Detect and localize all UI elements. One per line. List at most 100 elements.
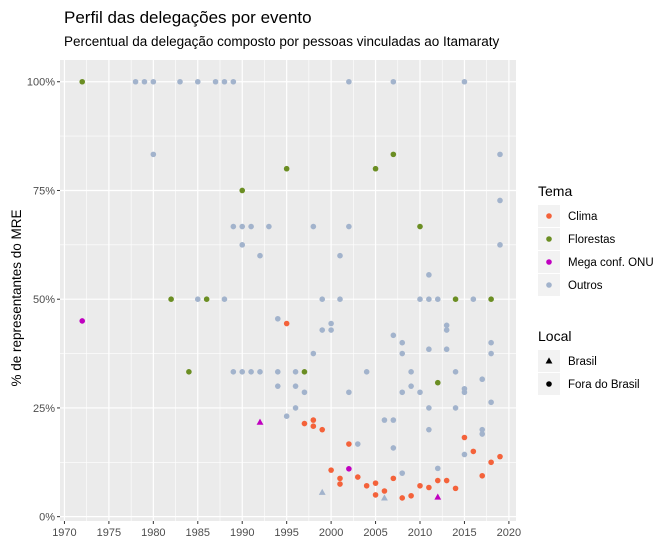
legend-key-triangle <box>545 357 553 364</box>
legend-label: Outros <box>568 280 603 292</box>
data-point <box>426 426 432 433</box>
data-point <box>301 389 308 396</box>
data-point <box>434 379 441 386</box>
legend-label: Florestas <box>568 234 616 246</box>
data-point <box>328 320 334 327</box>
data-point <box>461 389 468 396</box>
data-point <box>363 369 370 375</box>
y-axis-title: % de representantes do MRE <box>9 209 24 386</box>
data-point <box>417 296 423 302</box>
data-point <box>399 495 406 501</box>
chart-subtitle: Percentual da delegação composto por pes… <box>64 34 500 49</box>
data-point <box>461 78 468 85</box>
data-point <box>479 426 486 433</box>
data-point <box>408 369 414 375</box>
data-point <box>461 434 468 441</box>
data-point <box>346 389 352 396</box>
legend-key-clima <box>546 213 552 219</box>
data-point <box>426 272 432 278</box>
y-axis: 0% 25% 50% 75% 100% <box>27 77 60 524</box>
data-point <box>274 369 281 375</box>
legend-label: Fora do Brasil <box>568 379 640 391</box>
data-point <box>337 481 343 487</box>
data-point <box>390 445 397 451</box>
data-point <box>354 441 361 447</box>
data-point <box>177 78 183 85</box>
legend-key-outros <box>546 282 552 288</box>
y-tick-label: 100% <box>27 77 55 89</box>
data-point <box>337 252 343 259</box>
data-point <box>257 252 263 259</box>
data-point <box>283 165 290 172</box>
data-point <box>390 151 397 158</box>
data-point <box>399 389 406 396</box>
data-point <box>230 78 237 85</box>
data-point <box>337 296 343 302</box>
data-point <box>443 322 450 329</box>
data-point <box>328 467 334 473</box>
data-point-triangle <box>381 494 388 501</box>
data-point <box>274 315 281 322</box>
data-point <box>346 223 352 230</box>
data-point <box>230 369 237 375</box>
data-point <box>328 327 334 333</box>
data-point <box>310 417 317 423</box>
x-tick-label: 1975 <box>97 527 121 539</box>
x-tick-label: 2015 <box>452 527 476 539</box>
data-point-triangle <box>256 418 264 425</box>
data-point <box>186 369 192 375</box>
data-point <box>310 223 317 230</box>
data-point <box>399 470 406 476</box>
data-point-triangle <box>318 488 326 495</box>
data-point <box>319 426 326 433</box>
data-point <box>479 472 486 479</box>
data-point <box>488 459 494 466</box>
data-point <box>497 453 503 460</box>
x-axis: 1970 1975 1980 1985 1990 1995 2000 2005 2010 2015… <box>52 521 521 539</box>
data-point <box>239 242 246 248</box>
data-point <box>390 78 397 85</box>
data-point <box>497 197 503 204</box>
legend-key-mega-conf-onu <box>546 259 552 265</box>
data-point <box>399 350 406 357</box>
data-point <box>310 350 317 357</box>
x-tick-label: 1990 <box>230 527 254 539</box>
data-point <box>283 413 290 419</box>
data-point <box>390 417 397 423</box>
data-point <box>443 346 450 353</box>
data-point <box>132 78 139 85</box>
legend-local-title: Local <box>538 328 571 344</box>
data-point <box>426 346 432 353</box>
data-point <box>301 369 308 375</box>
data-point <box>283 320 290 327</box>
x-tick-label: 2005 <box>363 527 387 539</box>
data-point <box>319 296 326 302</box>
data-point <box>212 78 219 85</box>
data-point <box>239 369 246 375</box>
data-point <box>470 296 477 302</box>
chart-title: Perfil das delegações por evento <box>64 8 312 27</box>
data-point <box>230 223 237 230</box>
data-point <box>310 423 317 429</box>
data-point <box>426 405 432 411</box>
x-tick-label: 1985 <box>186 527 210 539</box>
data-point <box>150 78 157 85</box>
legend-key-circle <box>546 381 552 387</box>
data-point <box>292 405 299 411</box>
data-point <box>443 327 450 333</box>
data-point <box>141 78 148 85</box>
data-point <box>417 482 423 489</box>
data-point <box>292 383 299 389</box>
legend-tema: Tema Clima Florestas Mega conf. ONU Outros <box>538 183 654 296</box>
x-tick-label: 2000 <box>319 527 343 539</box>
data-point <box>346 466 352 472</box>
data-point <box>203 296 210 302</box>
y-tick-label: 25% <box>33 403 55 415</box>
data-point <box>408 492 414 499</box>
data-point <box>417 389 423 396</box>
legend-label: Mega conf. ONU <box>568 257 654 269</box>
data-point <box>461 451 468 458</box>
data-point <box>470 448 477 455</box>
data-point <box>390 332 397 339</box>
